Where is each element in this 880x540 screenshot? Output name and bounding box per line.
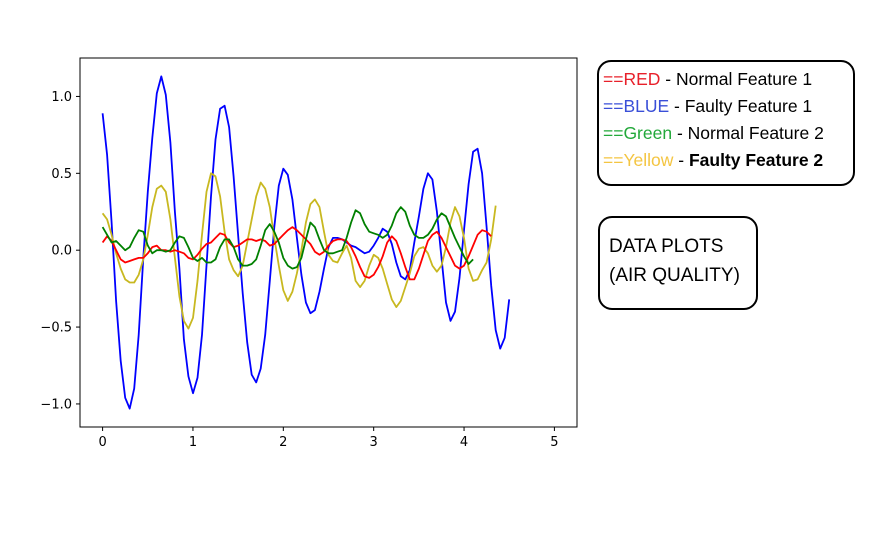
series-line-4	[101, 206, 474, 270]
legend-marker: ==Green	[603, 123, 673, 143]
legend-label: Normal Feature 2	[687, 123, 824, 143]
axes-frame	[79, 57, 578, 428]
y-tick-label: −1.0	[40, 397, 72, 412]
x-tick-label: 4	[460, 435, 468, 450]
x-tick-label: 2	[279, 435, 287, 450]
legend-marker: ==RED	[603, 69, 661, 89]
legend-separator: -	[672, 123, 688, 143]
chart-title-line-2: (AIR QUALITY)	[609, 265, 740, 286]
y-tick-label: −0.5	[40, 321, 72, 336]
legend-item-faulty-feature-2: ==Yellow - Faulty Feature 2	[603, 147, 853, 174]
ticks-layer: 0 1 2 3 4 5 −1.0 −0.5 0.0 0.5 1.0	[40, 90, 558, 450]
chart-title-line-1: DATA PLOTS	[609, 236, 724, 257]
legend-label: Faulty Feature 2	[688, 150, 824, 170]
legend-label: Faulty Feature 1	[684, 96, 813, 116]
legend-label: Normal Feature 1	[675, 69, 813, 89]
x-tick-label: 0	[98, 435, 106, 450]
y-tick-label: 1.0	[51, 90, 72, 105]
y-tick-label: 0.5	[51, 167, 72, 182]
legend-box: ==RED - Normal Feature 1 ==BLUE - Faulty…	[597, 60, 855, 186]
legend-item-faulty-feature-1: ==BLUE - Faulty Feature 1	[603, 93, 853, 120]
legend-separator: -	[660, 69, 676, 89]
x-tick-label: 5	[550, 435, 558, 450]
legend-separator: -	[669, 96, 685, 116]
legend-separator: -	[673, 150, 689, 170]
x-tick-label: 1	[189, 435, 197, 450]
legend-marker: ==Yellow	[603, 150, 674, 170]
chart-title-box: DATA PLOTS (AIR QUALITY)	[598, 216, 758, 310]
series-layer	[101, 75, 511, 410]
series-line-1	[101, 75, 511, 410]
legend-marker: ==BLUE	[603, 96, 670, 116]
y-tick-label: 0.0	[51, 244, 72, 259]
x-tick-label: 3	[370, 435, 378, 450]
legend-item-normal-feature-1: ==RED - Normal Feature 1	[603, 66, 853, 93]
legend-item-normal-feature-2: ==Green - Normal Feature 2	[603, 120, 853, 147]
